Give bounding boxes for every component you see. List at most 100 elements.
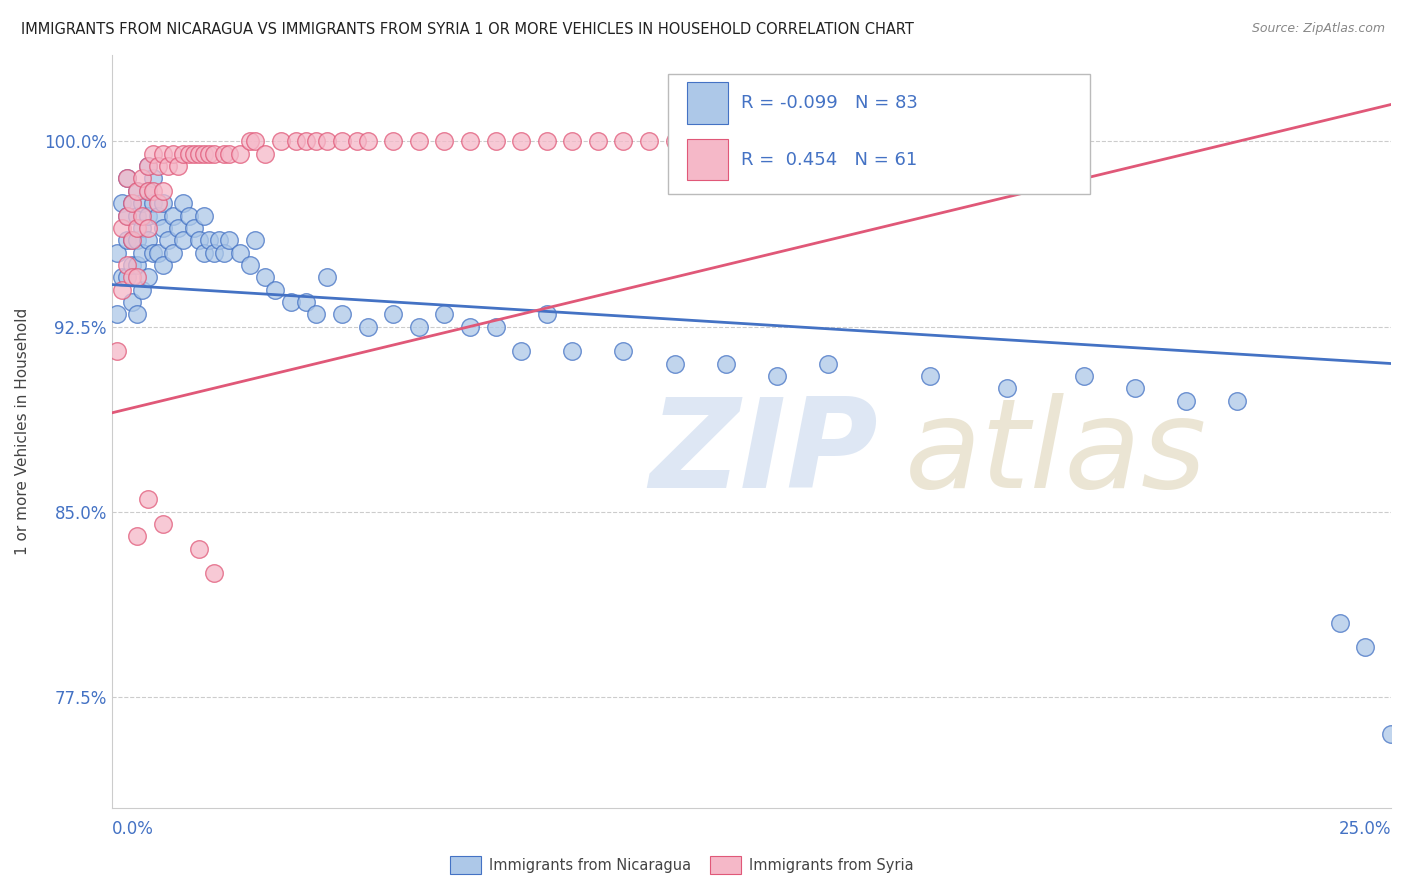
Point: [127, 258, 149, 272]
Point: [1329, 615, 1351, 630]
Point: [162, 209, 184, 223]
Point: [612, 344, 634, 359]
Point: [146, 245, 169, 260]
Point: [330, 307, 353, 321]
Point: [433, 135, 456, 149]
Point: [382, 307, 405, 321]
Point: [111, 220, 134, 235]
Point: [254, 146, 277, 161]
Point: [105, 245, 128, 260]
Point: [714, 135, 737, 149]
Point: [484, 319, 506, 334]
Point: [243, 233, 266, 247]
Point: [561, 344, 583, 359]
Point: [146, 209, 169, 223]
Point: [612, 135, 634, 149]
Point: [193, 146, 215, 161]
Point: [187, 541, 209, 556]
Point: [115, 233, 138, 247]
Point: [305, 307, 328, 321]
Point: [239, 258, 262, 272]
Point: [433, 307, 456, 321]
Point: [115, 270, 138, 285]
Point: [167, 159, 190, 173]
Point: [536, 307, 558, 321]
Text: atlas: atlas: [905, 393, 1206, 515]
Point: [131, 283, 153, 297]
Point: [1379, 726, 1402, 740]
Point: [146, 196, 169, 211]
Point: [280, 294, 302, 309]
Text: Immigrants from Nicaragua: Immigrants from Nicaragua: [489, 858, 692, 872]
Point: [136, 270, 159, 285]
Text: 0.0%: 0.0%: [111, 820, 153, 838]
Point: [214, 146, 236, 161]
Point: [131, 220, 153, 235]
Point: [1226, 393, 1249, 408]
Point: [183, 146, 205, 161]
Point: [561, 135, 583, 149]
Y-axis label: 1 or more Vehicles in Household: 1 or more Vehicles in Household: [15, 308, 30, 555]
Point: [1175, 393, 1198, 408]
Point: [127, 307, 149, 321]
Point: [193, 209, 215, 223]
Point: [484, 135, 506, 149]
Point: [121, 270, 143, 285]
Point: [187, 146, 209, 161]
Point: [1123, 381, 1146, 395]
Point: [152, 184, 174, 198]
Point: [146, 159, 169, 173]
Point: [817, 357, 839, 371]
Point: [105, 307, 128, 321]
Point: [920, 368, 942, 383]
Point: [162, 146, 184, 161]
FancyBboxPatch shape: [688, 139, 728, 180]
Point: [664, 135, 686, 149]
Point: [115, 209, 138, 223]
Point: [136, 184, 159, 198]
Point: [995, 381, 1018, 395]
Point: [127, 529, 149, 543]
FancyBboxPatch shape: [688, 82, 728, 124]
Point: [187, 233, 209, 247]
Point: [136, 233, 159, 247]
Text: ZIP: ZIP: [650, 393, 877, 515]
Point: [157, 159, 180, 173]
FancyBboxPatch shape: [668, 74, 1091, 194]
Point: [458, 135, 481, 149]
Point: [664, 357, 686, 371]
Point: [142, 146, 165, 161]
Point: [315, 270, 337, 285]
Point: [264, 283, 287, 297]
Point: [115, 171, 138, 186]
Point: [586, 135, 609, 149]
Point: [714, 357, 737, 371]
Point: [193, 245, 215, 260]
Point: [284, 135, 307, 149]
Point: [243, 135, 266, 149]
Point: [330, 135, 353, 149]
Point: [121, 196, 143, 211]
Point: [172, 233, 194, 247]
Point: [111, 270, 134, 285]
Point: [127, 184, 149, 198]
Point: [131, 196, 153, 211]
Point: [127, 270, 149, 285]
Point: [142, 196, 165, 211]
Point: [177, 209, 200, 223]
Point: [208, 233, 231, 247]
Point: [408, 135, 430, 149]
Point: [152, 258, 174, 272]
Point: [136, 159, 159, 173]
Point: [142, 245, 165, 260]
Point: [228, 146, 250, 161]
Point: [172, 196, 194, 211]
Point: [510, 344, 533, 359]
Point: [121, 196, 143, 211]
Point: [254, 270, 277, 285]
Point: [121, 258, 143, 272]
Point: [167, 220, 190, 235]
Point: [115, 209, 138, 223]
Point: [152, 220, 174, 235]
Point: [136, 184, 159, 198]
